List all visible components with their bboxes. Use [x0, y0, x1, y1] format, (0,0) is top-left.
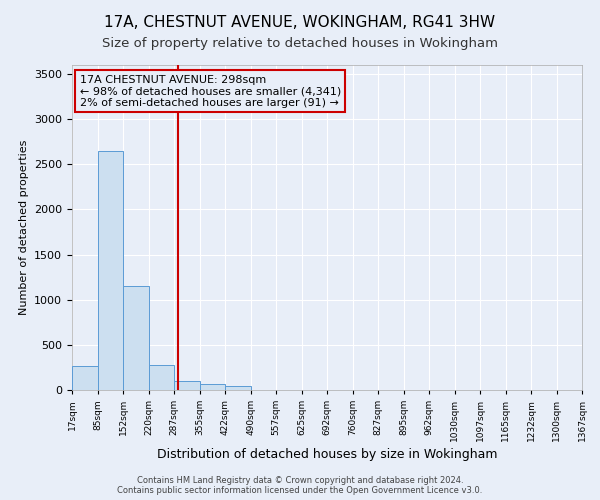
Bar	[174, 382, 200, 390]
Bar	[200, 384, 226, 390]
Text: 17A CHESTNUT AVENUE: 298sqm
← 98% of detached houses are smaller (4,341)
2% of s: 17A CHESTNUT AVENUE: 298sqm ← 98% of det…	[80, 74, 341, 108]
X-axis label: Distribution of detached houses by size in Wokingham: Distribution of detached houses by size …	[157, 448, 497, 461]
Bar	[149, 364, 175, 390]
Text: 17A, CHESTNUT AVENUE, WOKINGHAM, RG41 3HW: 17A, CHESTNUT AVENUE, WOKINGHAM, RG41 3H…	[104, 15, 496, 30]
Y-axis label: Number of detached properties: Number of detached properties	[19, 140, 29, 315]
Bar	[98, 151, 124, 390]
Bar	[72, 366, 98, 390]
Bar	[225, 386, 251, 390]
Bar	[123, 286, 149, 390]
Text: Contains HM Land Registry data © Crown copyright and database right 2024.
Contai: Contains HM Land Registry data © Crown c…	[118, 476, 482, 495]
Text: Size of property relative to detached houses in Wokingham: Size of property relative to detached ho…	[102, 38, 498, 51]
